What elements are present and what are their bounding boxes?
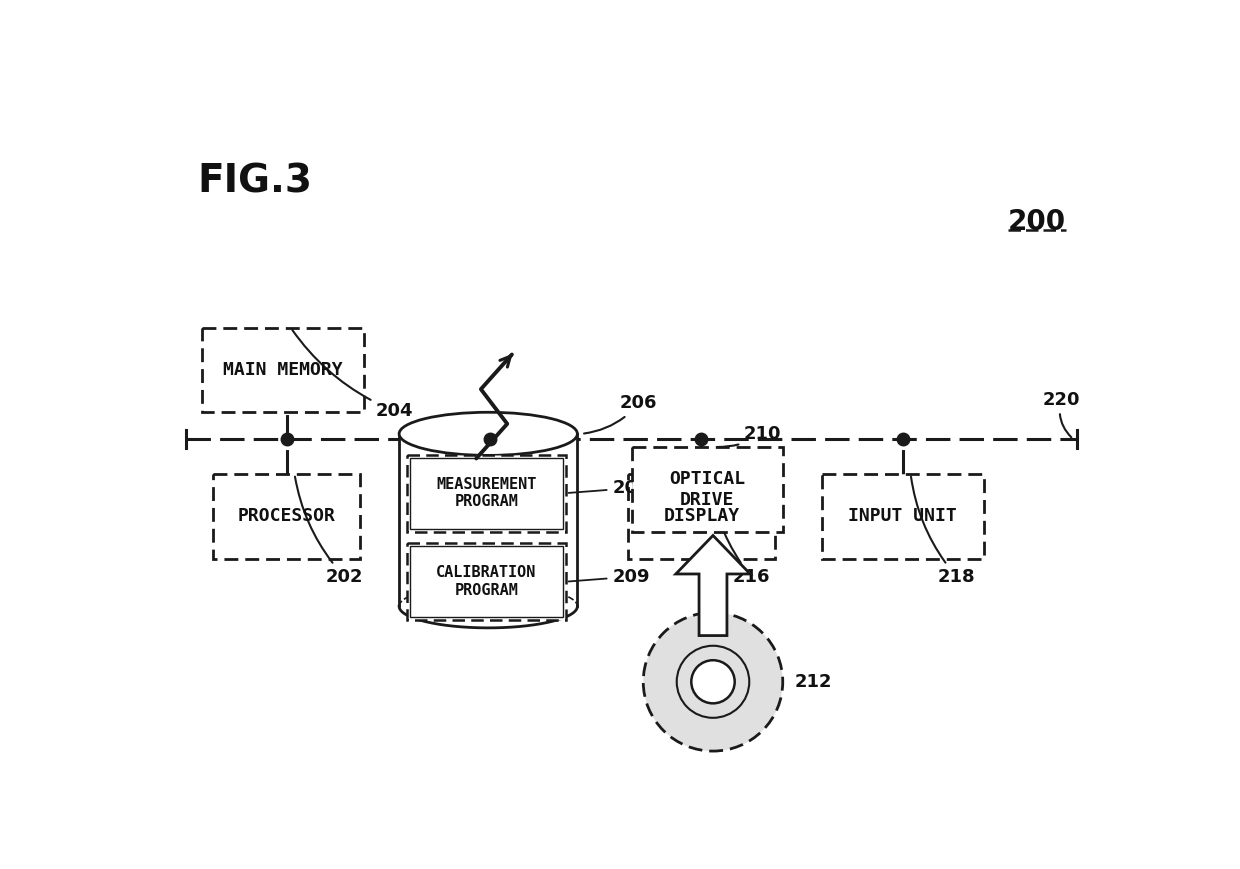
Text: NETWORK
INTERFACE: NETWORK INTERFACE (441, 497, 539, 535)
Text: 204: 204 (293, 330, 413, 420)
Text: PROCESSOR: PROCESSOR (238, 507, 336, 525)
Bar (399, 434, 578, 607)
Bar (410, 547, 563, 617)
Text: 206: 206 (584, 395, 657, 434)
Text: 209: 209 (568, 567, 650, 586)
Circle shape (677, 646, 749, 718)
Text: INPUT UNIT: INPUT UNIT (848, 507, 957, 525)
Bar (201, 328, 365, 412)
Ellipse shape (399, 412, 578, 455)
Text: 218: 218 (911, 476, 976, 586)
Circle shape (692, 660, 734, 703)
Text: DISPLAY: DISPLAY (663, 507, 739, 525)
Text: OPTICAL
DRIVE: OPTICAL DRIVE (670, 470, 745, 508)
Bar (627, 474, 775, 559)
Text: 216: 216 (709, 476, 770, 586)
Text: 214: 214 (498, 476, 560, 586)
Text: 212: 212 (795, 673, 832, 691)
Text: 208: 208 (568, 479, 650, 497)
Bar (213, 474, 361, 559)
Bar (821, 474, 985, 559)
Bar (407, 454, 565, 532)
Text: MEASUREMENT
PROGRAM: MEASUREMENT PROGRAM (436, 477, 537, 509)
Bar (407, 543, 565, 620)
Bar (410, 458, 563, 528)
Text: MAIN MEMORY: MAIN MEMORY (223, 361, 342, 379)
Bar (631, 447, 782, 532)
Polygon shape (676, 535, 750, 635)
Text: 202: 202 (295, 476, 363, 586)
Text: FIG.3: FIG.3 (197, 162, 312, 200)
Bar (410, 474, 569, 559)
Text: 220: 220 (1043, 390, 1080, 437)
Text: 210: 210 (718, 425, 781, 447)
Text: CALIBRATION
PROGRAM: CALIBRATION PROGRAM (436, 566, 537, 598)
Text: 200: 200 (1007, 209, 1065, 236)
Circle shape (644, 613, 782, 751)
